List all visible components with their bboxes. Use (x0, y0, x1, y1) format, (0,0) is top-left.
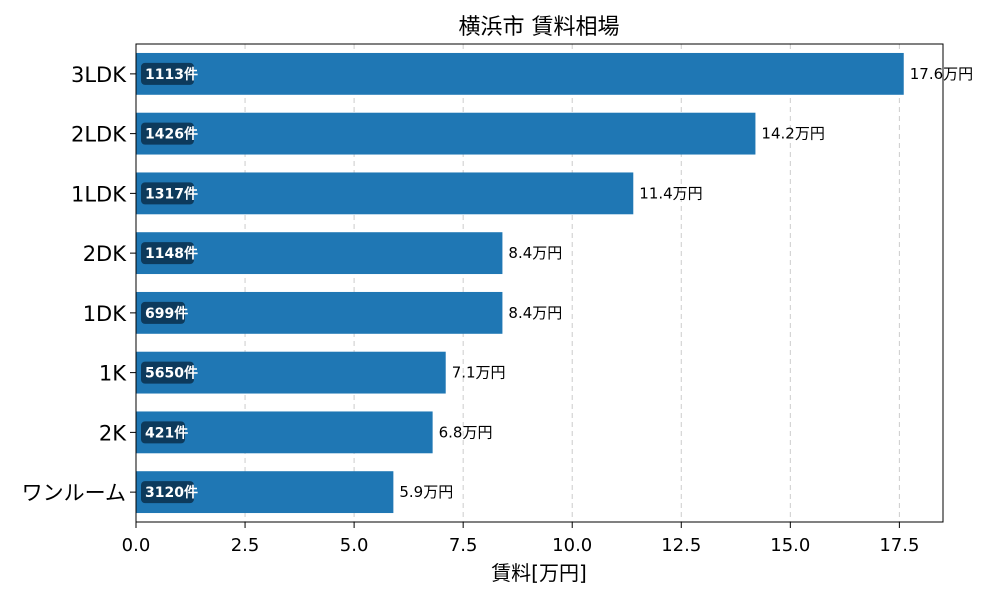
bar (136, 291, 503, 334)
count-badge (141, 421, 185, 444)
count-badge (141, 62, 194, 85)
x-axis-ticks: 0.0 2.5 5.0 7.5 10.0 12.5 15.0 17.5 (122, 522, 919, 556)
count-label: 699件 (145, 305, 188, 322)
bar-group: 5.9万円 3120件 (136, 471, 453, 514)
bar-value-label: 8.4万円 (508, 244, 562, 262)
bar-group: 8.4万円 699件 (136, 291, 562, 334)
count-badge (141, 182, 194, 205)
bar-group: 8.4万円 1148件 (136, 232, 562, 275)
count-badge (141, 301, 185, 324)
plot-frame (135, 43, 944, 523)
count-label: 1317件 (145, 185, 198, 202)
x-tick-label: 10.0 (552, 535, 592, 556)
x-tick-label: 5.0 (340, 535, 369, 556)
x-axis-label: 賃料[万円] (491, 561, 587, 585)
bars: 17.6万円 1113件 14.2万円 1426件 11.4万円 1317件 8.4万円 11… (136, 52, 973, 514)
x-tick-label: 2.5 (231, 535, 260, 556)
y-category-label: 3LDK (71, 63, 127, 87)
bar (136, 232, 503, 275)
bar-group: 7.1万円 5650件 (136, 351, 506, 394)
bar-group: 6.8万円 421件 (136, 411, 493, 454)
y-category-label: 2K (99, 421, 127, 445)
bar-value-label: 7.1万円 (452, 364, 506, 382)
bar-value-label: 8.4万円 (508, 304, 562, 322)
count-label: 421件 (145, 424, 188, 441)
bar-value-label: 17.6万円 (910, 65, 973, 83)
y-category-label: 1LDK (71, 182, 127, 206)
count-badge (141, 481, 194, 504)
x-tick-label: 12.5 (661, 535, 701, 556)
count-label: 1113件 (145, 66, 198, 83)
y-category-label: 2DK (83, 242, 128, 266)
count-label: 1148件 (145, 245, 198, 262)
y-category-label: 1DK (83, 302, 128, 326)
y-category-label: ワンルーム (22, 481, 126, 505)
x-tick-label: 7.5 (449, 535, 478, 556)
count-badge (141, 361, 194, 384)
bar (136, 52, 904, 95)
x-tick-label: 0.0 (122, 535, 151, 556)
count-badge (141, 242, 194, 265)
x-tick-label: 15.0 (770, 535, 810, 556)
count-label: 1426件 (145, 126, 198, 143)
chart-title: 横浜市 賃料相場 (459, 15, 620, 40)
bar-group: 17.6万円 1113件 (136, 52, 973, 95)
bar-group: 14.2万円 1426件 (136, 112, 825, 155)
count-label: 5650件 (145, 365, 198, 382)
bar (136, 411, 433, 454)
bar-value-label: 5.9万円 (399, 483, 453, 501)
bar-value-label: 11.4万円 (639, 184, 702, 202)
count-badge (141, 122, 194, 145)
y-axis-categories: 3LDK 2LDK 1LDK 2DK 1DK 1K 2K ワンルーム (22, 63, 136, 505)
bar-value-label: 6.8万円 (439, 423, 493, 441)
count-label: 3120件 (145, 484, 198, 501)
bar (136, 172, 634, 215)
y-category-label: 1K (99, 362, 127, 386)
y-category-label: 2LDK (71, 123, 127, 147)
bar (136, 112, 756, 155)
x-tick-label: 17.5 (879, 535, 919, 556)
bar-value-label: 14.2万円 (761, 125, 824, 143)
bar-group: 11.4万円 1317件 (136, 172, 703, 215)
